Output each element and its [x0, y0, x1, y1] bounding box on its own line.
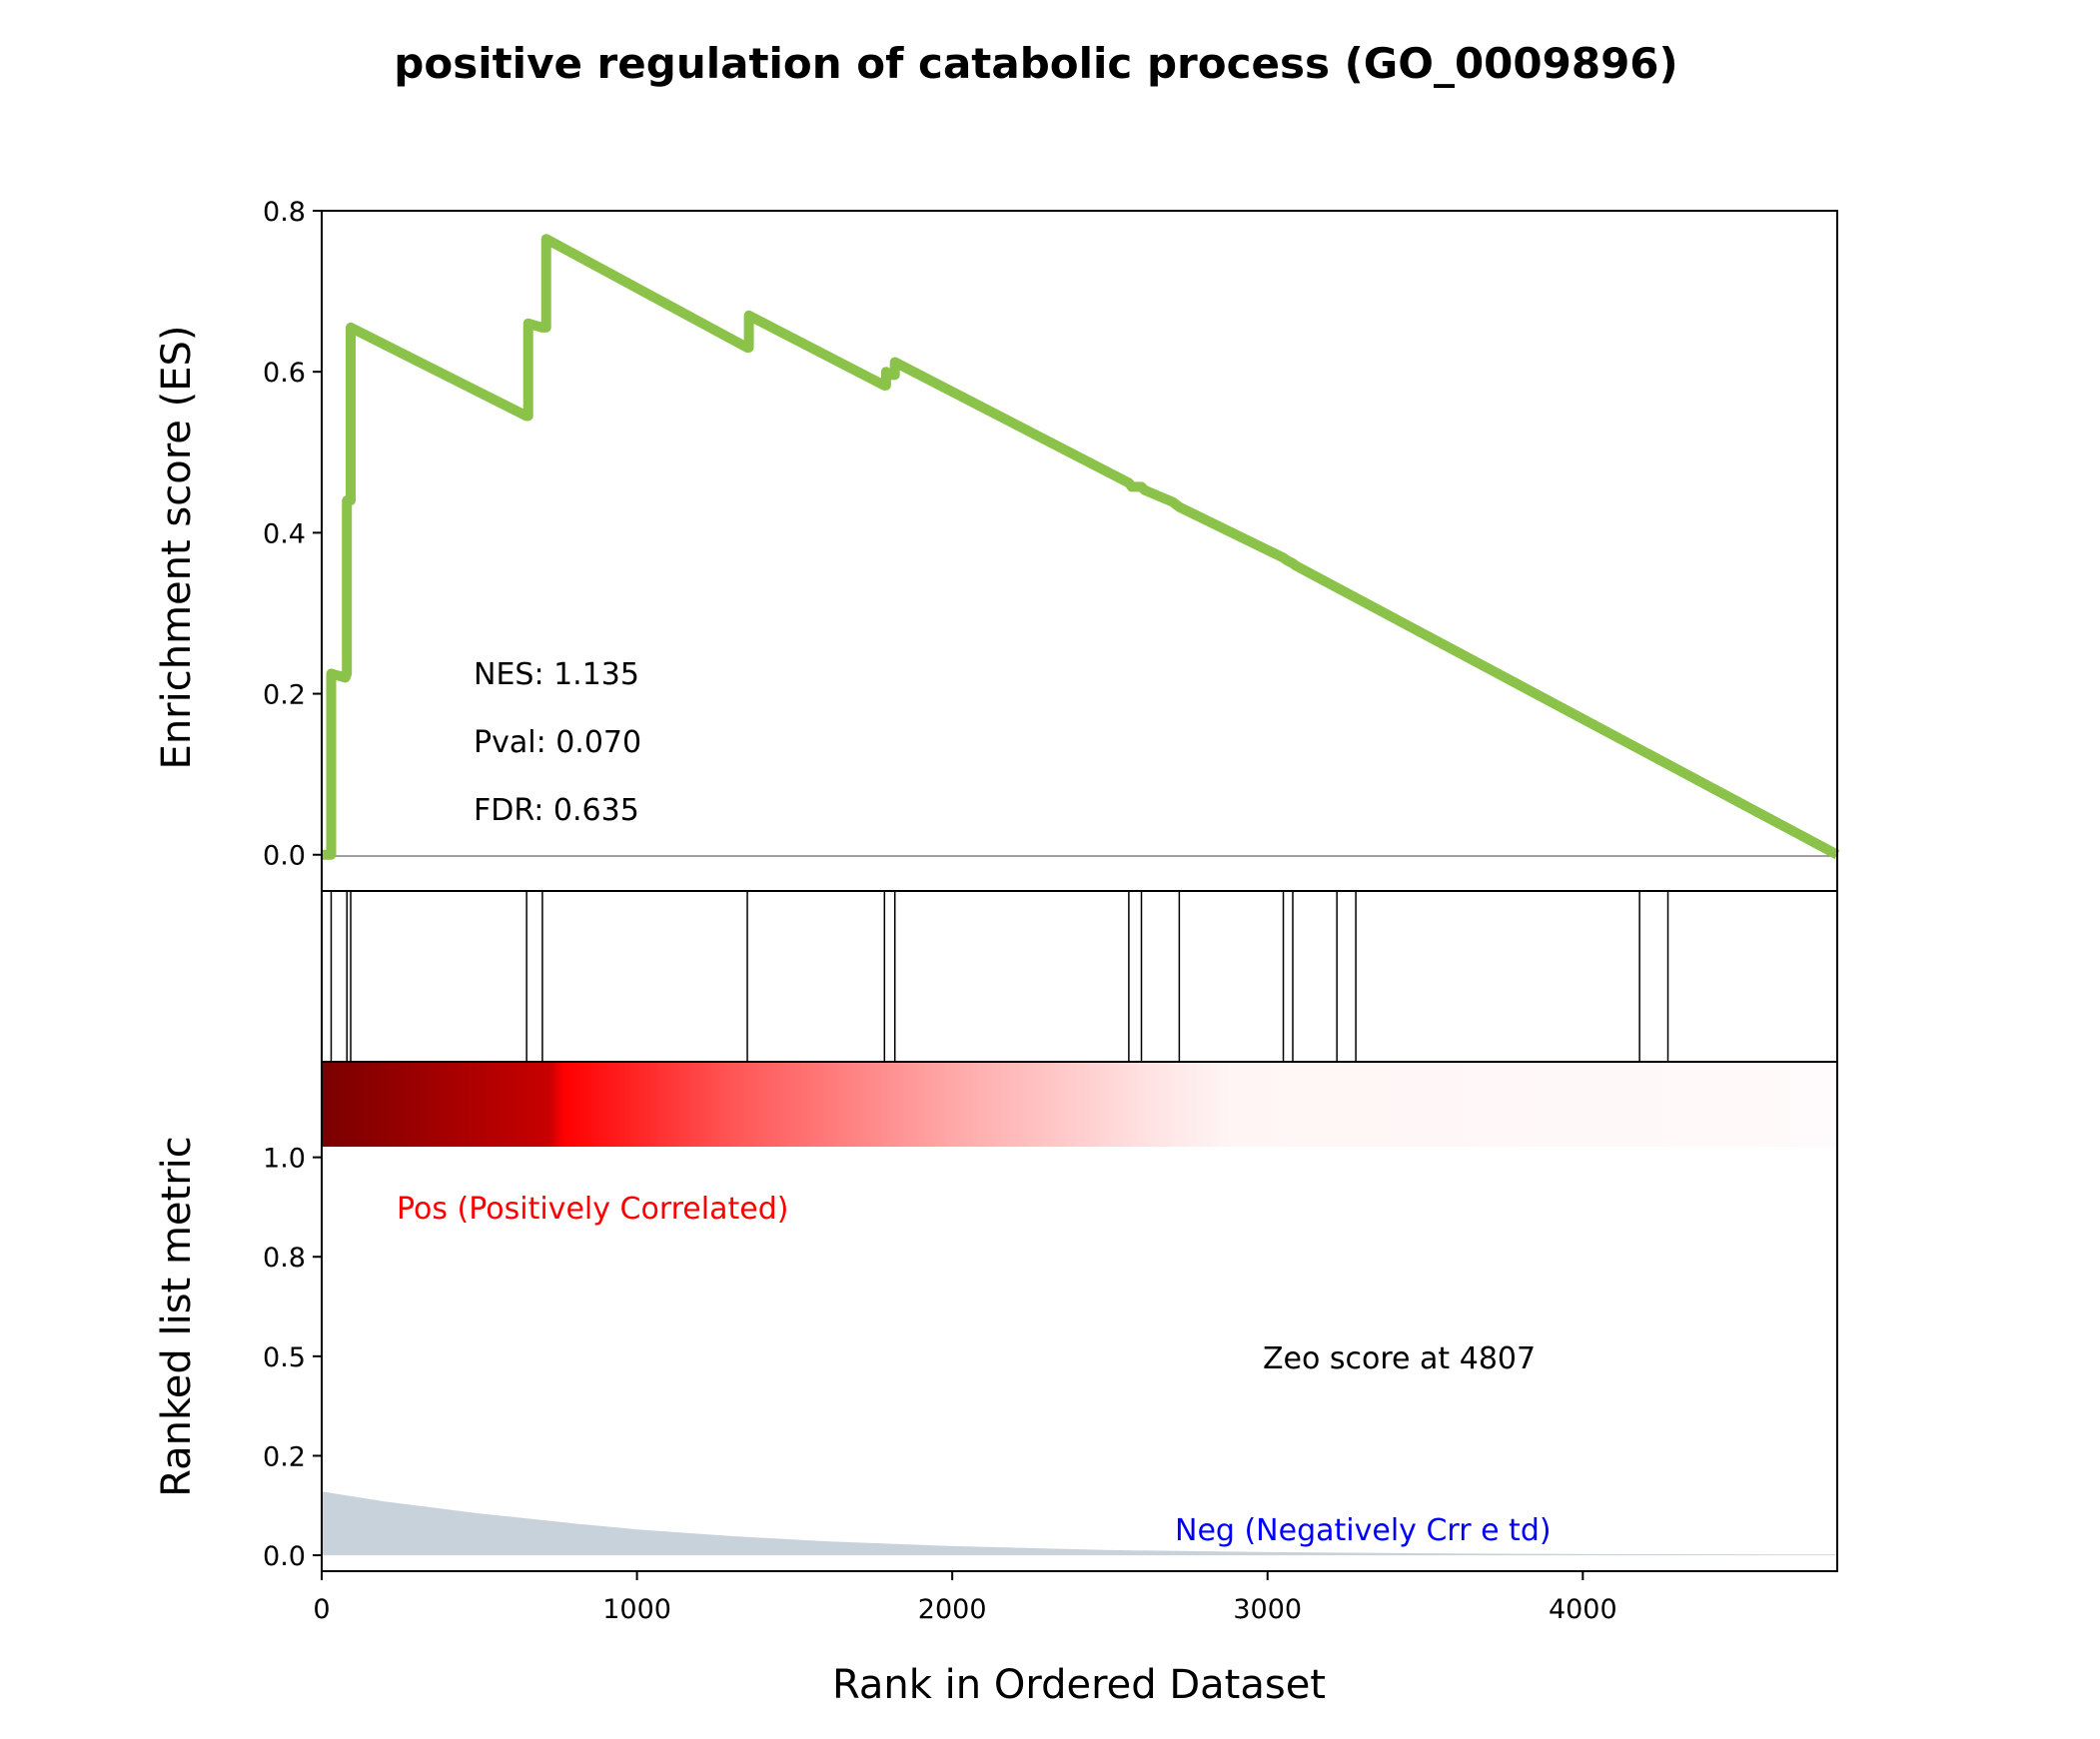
es-y-tick-label: 0.2 — [263, 680, 306, 711]
metric-panel-frame — [321, 1061, 1838, 1572]
hit-lines — [330, 891, 1669, 1062]
es-y-axis-label: Enrichment score (ES) — [154, 326, 200, 770]
metric-panel: 0.0 0.2 0.5 0.8 1.0 Ranked list metric Pos (… — [154, 1061, 1838, 1572]
x-tick-label: 4000 — [1549, 1594, 1617, 1625]
es-panel: 0.0 0.2 0.4 0.6 0.8 Enrichment score (ES) NE… — [154, 197, 1840, 892]
metric-heatmap-bar — [322, 1062, 1837, 1147]
neg-correlated-label: Neg (Negatively Crr e td) — [1175, 1513, 1552, 1548]
x-axis-label: Rank in Ordered Dataset — [832, 1662, 1326, 1708]
es-y-tick-label: 0.8 — [263, 197, 306, 228]
es-y-tick-label: 0.4 — [263, 518, 306, 549]
nes-label: NES: 1.135 — [474, 657, 639, 692]
x-tick-label: 3000 — [1233, 1594, 1302, 1625]
metric-y-axis-label: Ranked list metric — [154, 1136, 200, 1497]
x-tick-label: 0 — [313, 1594, 330, 1625]
es-y-ticks: 0.0 0.2 0.4 0.6 0.8 — [263, 197, 322, 872]
metric-y-tick-label: 0.2 — [263, 1441, 306, 1472]
x-axis-ticks: 0 1000 2000 3000 4000 — [313, 1571, 1617, 1625]
zero-score-label: Zeo score at 4807 — [1263, 1341, 1536, 1376]
metric-y-tick-label: 0.5 — [263, 1342, 306, 1373]
hits-panel-frame — [321, 890, 1838, 1063]
chart-title: positive regulation of catabolic process… — [394, 39, 1677, 88]
es-y-tick-label: 0.6 — [263, 358, 306, 389]
metric-y-tick-label: 0.8 — [263, 1243, 306, 1274]
pval-label: Pval: 0.070 — [474, 725, 641, 760]
fdr-label: FDR: 0.635 — [474, 793, 639, 828]
pos-correlated-label: Pos (Positively Correlated) — [397, 1192, 788, 1227]
metric-y-ticks: 0.0 0.2 0.5 0.8 1.0 — [263, 1144, 322, 1572]
hits-panel — [321, 890, 1838, 1063]
x-tick-label: 2000 — [918, 1594, 987, 1625]
es-y-tick-label: 0.0 — [263, 841, 306, 872]
metric-y-tick-label: 0.0 — [263, 1541, 306, 1572]
metric-area — [322, 1491, 1837, 1556]
x-tick-label: 1000 — [602, 1594, 671, 1625]
metric-y-tick-label: 1.0 — [263, 1144, 306, 1175]
es-series-line — [322, 234, 1840, 860]
